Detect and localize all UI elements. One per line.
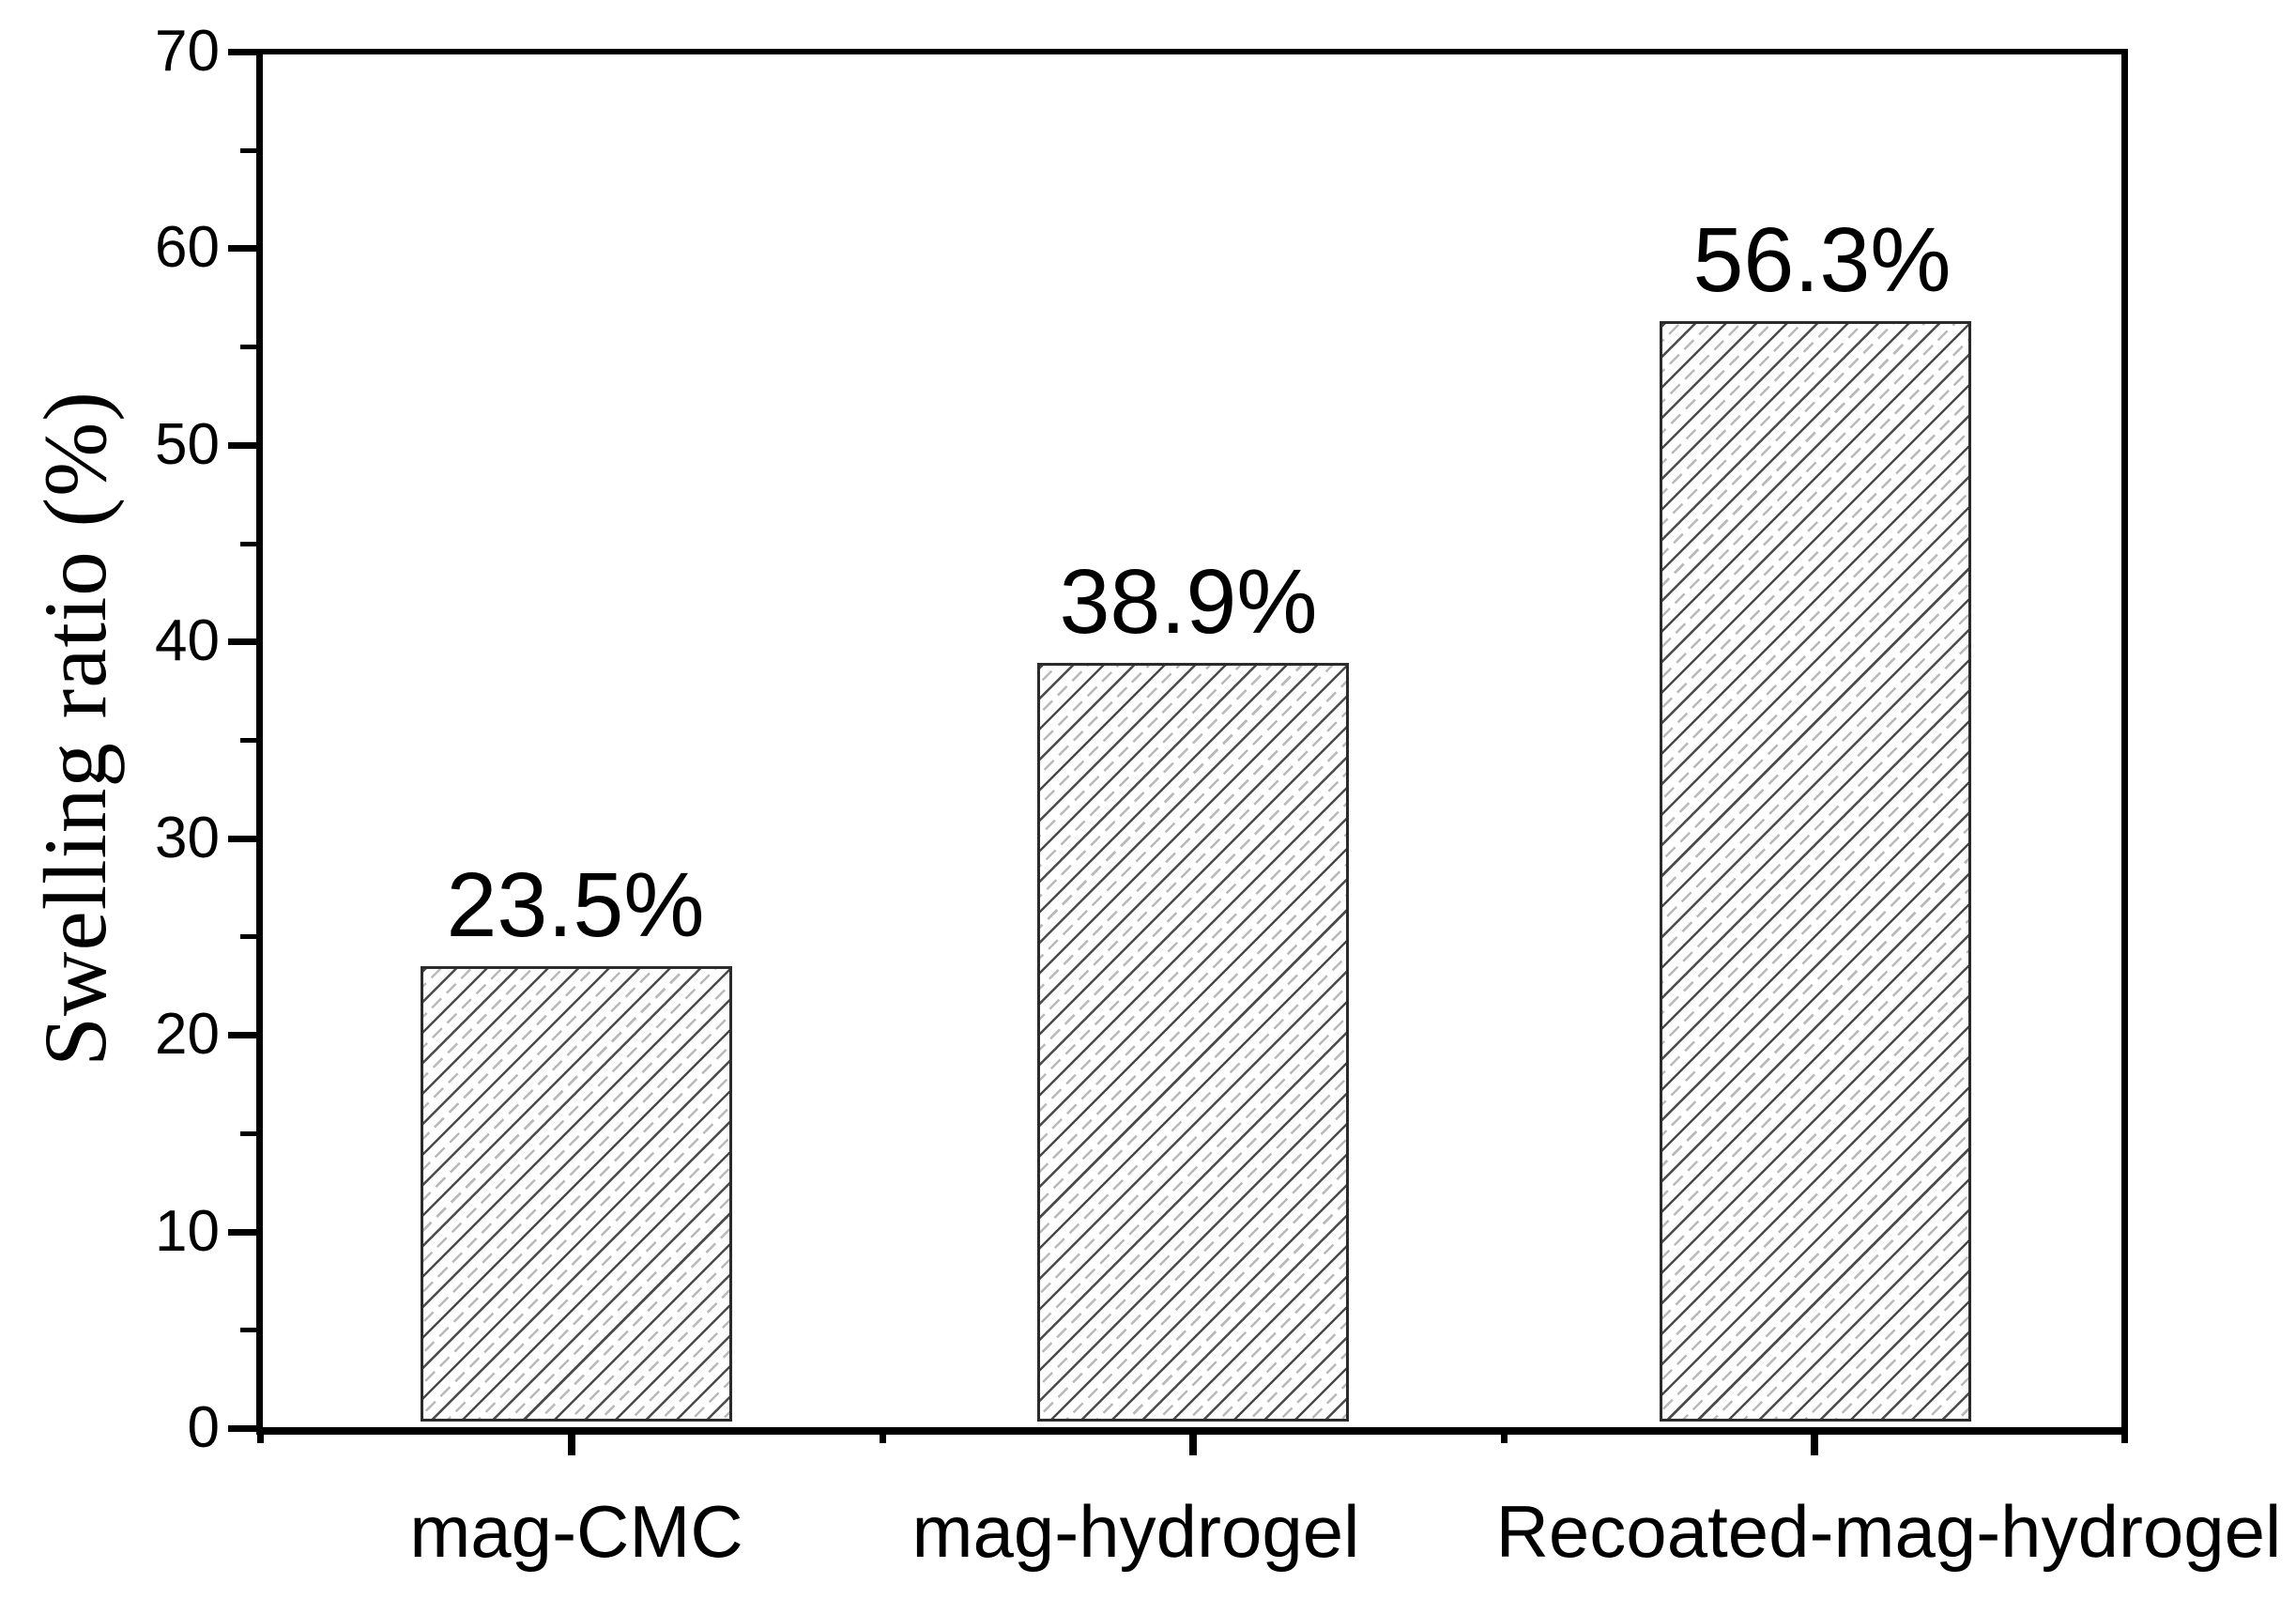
bar-value-label: 38.9% bbox=[1059, 550, 1318, 653]
x-axis-major-tick bbox=[1811, 1429, 1818, 1455]
y-axis-tick-label: 40 bbox=[155, 608, 220, 673]
x-axis-category-label: mag-CMC bbox=[409, 1490, 743, 1573]
y-axis-minor-tick bbox=[240, 1328, 256, 1332]
y-axis-major-tick bbox=[228, 49, 256, 55]
y-axis-major-tick bbox=[228, 245, 256, 252]
y-axis-minor-tick bbox=[240, 148, 256, 153]
x-axis-major-tick bbox=[568, 1429, 575, 1455]
x-axis-minor-tick bbox=[257, 1429, 264, 1443]
y-axis-tick-label: 60 bbox=[155, 215, 220, 280]
y-axis-tick-label: 30 bbox=[155, 806, 220, 870]
x-axis-minor-tick bbox=[2121, 1429, 2128, 1443]
x-axis-minor-tick bbox=[880, 1429, 886, 1443]
bar-Recoated-mag-hydrogel[interactable] bbox=[1660, 321, 1971, 1422]
y-axis-minor-tick bbox=[240, 1131, 256, 1136]
y-axis-major-tick bbox=[228, 836, 256, 842]
x-axis-minor-tick bbox=[1501, 1429, 1508, 1443]
bar-value-label: 56.3% bbox=[1692, 208, 1952, 311]
y-axis-tick-label: 0 bbox=[187, 1395, 220, 1460]
y-axis-tick-label: 50 bbox=[155, 412, 220, 477]
x-axis-category-label: mag-hydrogel bbox=[911, 1490, 1360, 1573]
y-axis-tick-label: 20 bbox=[155, 1002, 220, 1067]
y-axis-major-tick bbox=[228, 442, 256, 449]
y-axis-major-tick bbox=[228, 1032, 256, 1038]
bar-mag-CMC[interactable] bbox=[421, 966, 732, 1422]
y-axis-minor-tick bbox=[240, 934, 256, 939]
y-axis-tick-label: 10 bbox=[155, 1199, 220, 1264]
bar-mag-hydrogel[interactable] bbox=[1037, 663, 1349, 1422]
y-axis-major-tick bbox=[228, 1229, 256, 1236]
y-axis-tick-label: 70 bbox=[155, 19, 220, 84]
y-axis-major-tick bbox=[228, 638, 256, 645]
x-axis-category-label: Recoated-mag-hydrogel bbox=[1495, 1490, 2282, 1573]
y-axis-title: Swelling ratio (%) bbox=[25, 391, 125, 1067]
bar-value-label: 23.5% bbox=[446, 853, 705, 956]
y-axis-minor-tick bbox=[240, 542, 256, 546]
y-axis-minor-tick bbox=[240, 738, 256, 743]
y-axis-minor-tick bbox=[240, 345, 256, 349]
x-axis-major-tick bbox=[1189, 1429, 1197, 1455]
y-axis-major-tick bbox=[228, 1425, 256, 1432]
